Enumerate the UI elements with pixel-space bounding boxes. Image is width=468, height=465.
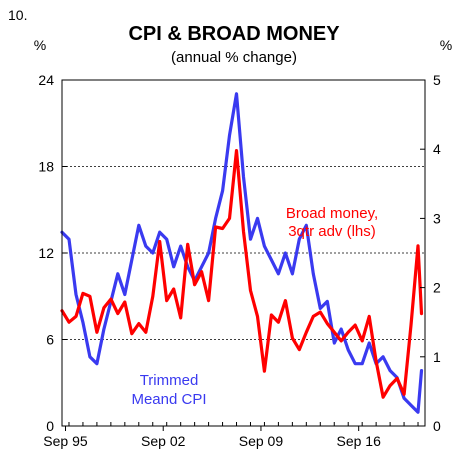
right-tick-label: 3	[433, 210, 441, 226]
right-axis: 0 1 2 3 4 5	[420, 72, 441, 434]
cpi-annotation-line1: Trimmed	[140, 372, 199, 389]
left-tick-label: 12	[38, 245, 54, 261]
left-tick-label: 6	[46, 332, 54, 348]
left-tick-label: 24	[38, 72, 54, 88]
right-tick-label: 2	[433, 280, 441, 296]
x-tick-label: Sep 09	[239, 433, 284, 449]
left-tick-label: 0	[46, 418, 54, 434]
chart-title: CPI & BROAD MONEY	[128, 23, 340, 45]
series-trimmed-mean-cpi-line	[60, 92, 424, 414]
x-tick-label: Sep 95	[43, 433, 88, 449]
left-tick-label: 18	[38, 159, 54, 175]
left-unit-label: %	[34, 37, 46, 53]
x-tick-label: Sep 02	[141, 433, 186, 449]
x-axis: Sep 95 Sep 02 Sep 09 Sep 16	[43, 422, 419, 449]
series-layer	[60, 92, 424, 414]
right-tick-label: 0	[433, 418, 441, 434]
figure-number: 10.	[8, 7, 27, 23]
right-tick-label: 5	[433, 72, 441, 88]
chart-subtitle: (annual % change)	[171, 49, 297, 66]
right-tick-label: 4	[433, 141, 441, 157]
right-tick-label: 1	[433, 349, 441, 365]
x-tick-label: Sep 16	[336, 433, 381, 449]
series-broad-money-line	[60, 149, 424, 399]
left-axis: 0 6 12 18 24	[38, 72, 67, 434]
right-unit-label: %	[440, 37, 452, 53]
broad-money-annotation-line2: 3qtr adv (lhs)	[288, 223, 376, 240]
cpi-annotation-line2: Meand CPI	[131, 391, 206, 408]
broad-money-annotation-line1: Broad money,	[286, 205, 378, 222]
